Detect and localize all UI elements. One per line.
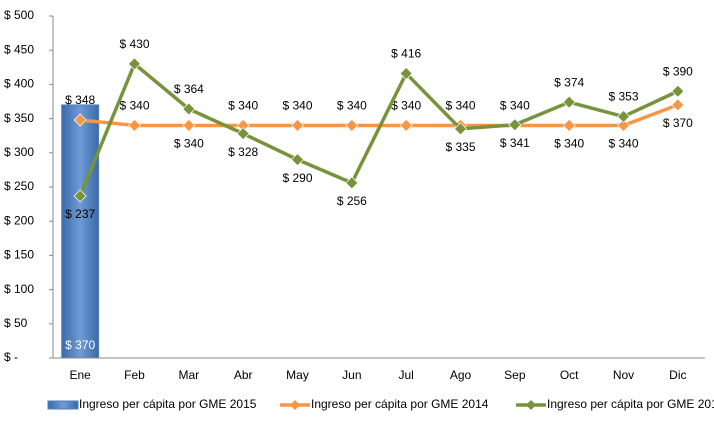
marker [562,118,576,132]
marker [399,66,413,80]
y-tick-label: $ 350 [4,111,34,125]
marker [128,57,141,71]
x-tick-label: May [286,368,309,382]
data-label: $ 335 [445,140,475,154]
marker [454,122,467,136]
data-label: $ 340 [119,99,149,113]
data-label: $ 364 [174,82,204,96]
data-label: $ 370 [65,338,95,352]
x-tick-label: Oct [560,368,579,382]
x-tick-label: Dic [669,368,686,382]
line [78,61,679,197]
bar [61,104,100,359]
data-label: $ 290 [282,171,312,185]
data-label: $ 340 [391,99,421,113]
y-tick-label: $ 200 [4,213,34,227]
x-tick-label: Ene [69,368,91,382]
legend-marker [290,400,300,410]
legend-swatch [47,400,79,410]
marker [236,127,250,141]
marker [182,102,196,116]
data-label: $ 340 [174,137,204,151]
x-tick-label: Jul [398,368,413,382]
marker [182,118,196,132]
x-tick-label: Nov [613,368,634,382]
y-tick-label: $ 50 [4,316,28,330]
y-tick-label: $ 500 [4,8,34,22]
data-label: $ 353 [608,90,638,104]
x-tick-label: Feb [124,368,145,382]
x-tick-label: Sep [504,368,526,382]
marker [345,176,359,190]
data-label: $ 340 [228,99,258,113]
marker [617,110,630,124]
data-label: $ 256 [337,194,367,208]
y-tick-label: $ 300 [4,145,34,159]
legend-label: Ingreso per cápita por GME 2014 [311,397,489,411]
data-label: $ 340 [608,137,638,151]
marker [291,153,304,167]
data-label: $ 340 [337,99,367,113]
marker [399,118,413,132]
marker [73,113,87,127]
data-label: $ 430 [119,37,149,51]
data-label: $ 340 [282,99,312,113]
data-label: $ 340 [500,99,530,113]
y-tick-label: $ 400 [4,77,34,91]
y-tick-label: $ 150 [4,248,34,262]
data-label: $ 340 [554,137,584,151]
data-label: $ 416 [391,47,421,61]
x-tick-label: Jun [342,368,361,382]
x-tick-label: Mar [178,368,199,382]
marker [671,84,685,98]
marker [617,118,630,132]
data-label: $ 341 [500,136,530,150]
y-tick-label: $ 250 [4,179,34,193]
data-label: $ 370 [663,116,693,130]
data-label: $ 390 [663,64,693,78]
legend-label: Ingreso per cápita por GME 2015 [79,397,257,411]
marker [508,118,522,132]
marker [562,95,576,109]
x-tick-label: Abr [234,368,253,382]
marker [345,118,359,132]
marker [671,98,685,112]
marker [73,189,87,203]
data-label: $ 328 [228,145,258,159]
x-tick-label: Ago [450,368,472,382]
marker [128,118,141,132]
y-tick-label: $ - [4,350,18,364]
y-tick-label: $ 100 [4,282,34,296]
data-label: $ 348 [65,93,95,107]
data-label: $ 340 [445,99,475,113]
data-label: $ 374 [554,75,584,89]
data-label: $ 237 [65,207,95,221]
legend-marker [526,400,536,410]
legend-label: Ingreso per cápita por GME 2013 [547,397,714,411]
marker [291,118,304,132]
y-tick-label: $ 450 [4,42,34,56]
